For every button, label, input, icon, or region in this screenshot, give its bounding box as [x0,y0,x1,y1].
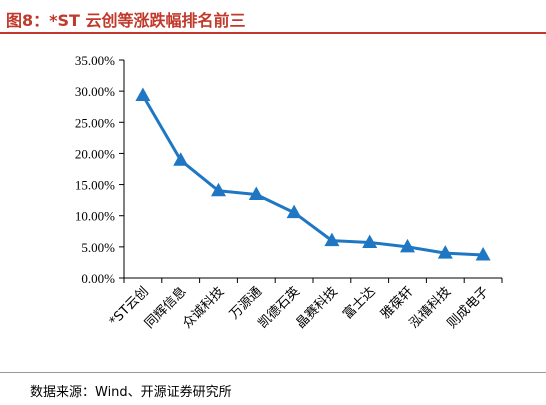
data-point-marker [173,152,189,166]
data-point-marker [400,238,415,253]
x-category-label: 晶赛科技 [293,284,341,332]
data-point-marker [211,182,226,197]
y-tick-label: 15.00% [75,178,115,193]
y-axis-ticks: 0.00% 5.00% 10.00% 15.00% 20.00% 25.00% 30.00%… [75,53,124,286]
figure-title: 图8：*ST 云创等涨跌幅排名前三 [6,11,246,30]
series-lines [141,94,484,257]
data-point-marker [135,87,151,102]
source-divider [0,372,546,373]
x-category-label: 富士达 [340,284,379,323]
series-line [141,94,484,257]
data-point-marker [286,204,302,219]
y-tick-label: 20.00% [75,146,115,161]
y-tick-label: 10.00% [75,209,115,224]
x-category-label: 众诚科技 [180,284,227,331]
data-point-marker [248,186,264,201]
y-tick-label: 35.00% [75,53,115,68]
x-category-label: 则成电子 [445,284,492,331]
data-point-marker [324,232,340,247]
series-markers [135,87,491,261]
line-chart: 0.00% 5.00% 10.00% 15.00% 20.00% 25.00% 30.00%… [75,53,503,332]
data-point-marker [362,234,378,248]
y-tick-label: 5.00% [81,240,115,255]
title-bar: 图8：*ST 云创等涨跌幅排名前三 [0,0,546,34]
y-tick-label: 0.00% [81,271,115,286]
data-point-marker [437,245,453,259]
title-divider [0,32,546,34]
y-tick-label: 30.00% [75,84,115,99]
y-tick-label: 25.00% [75,115,115,130]
source-note: 数据来源：Wind、开源证券研究所 [30,385,232,400]
data-point-marker [475,246,491,261]
